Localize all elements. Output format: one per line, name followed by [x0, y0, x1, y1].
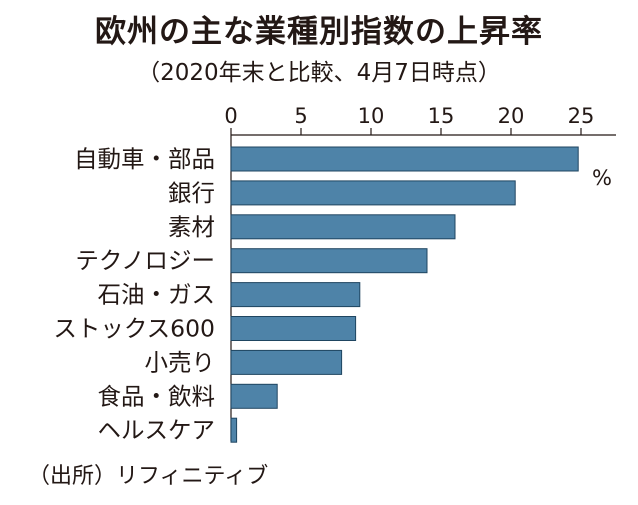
- bar: [230, 180, 516, 206]
- bar: [230, 417, 238, 443]
- x-tick-label: 20: [498, 104, 525, 128]
- bar: [230, 282, 361, 308]
- x-tick-label: 5: [294, 104, 307, 128]
- x-tick-label: 0: [224, 104, 237, 128]
- category-label: テクノロジー: [75, 247, 215, 275]
- category-label: 食品・飲料: [98, 382, 216, 410]
- x-tick-label: 10: [358, 104, 385, 128]
- category-label: 自動車・部品: [74, 145, 215, 173]
- category-label: 石油・ガス: [98, 281, 216, 309]
- source-note: （出所）リフィニティブ: [28, 464, 269, 489]
- bar: [230, 316, 357, 341]
- category-label: ストックス600: [53, 315, 215, 343]
- category-label: 素材: [168, 213, 215, 241]
- unit-label: %: [592, 166, 612, 190]
- x-tick-label: 25: [568, 104, 595, 128]
- bar: [230, 349, 343, 375]
- category-label: 小売り: [145, 348, 216, 376]
- bar: [230, 214, 456, 240]
- x-tick-label: 15: [428, 104, 455, 128]
- bar: [230, 146, 579, 172]
- chart-subtitle: （2020年末と比較、4月7日時点）: [137, 60, 501, 86]
- bar: [230, 248, 428, 274]
- chart-title: 欧州の主な業種別指数の上昇率: [95, 14, 543, 50]
- bar: [230, 383, 278, 409]
- category-label: 銀行: [168, 179, 215, 207]
- category-label: ヘルスケア: [98, 416, 216, 444]
